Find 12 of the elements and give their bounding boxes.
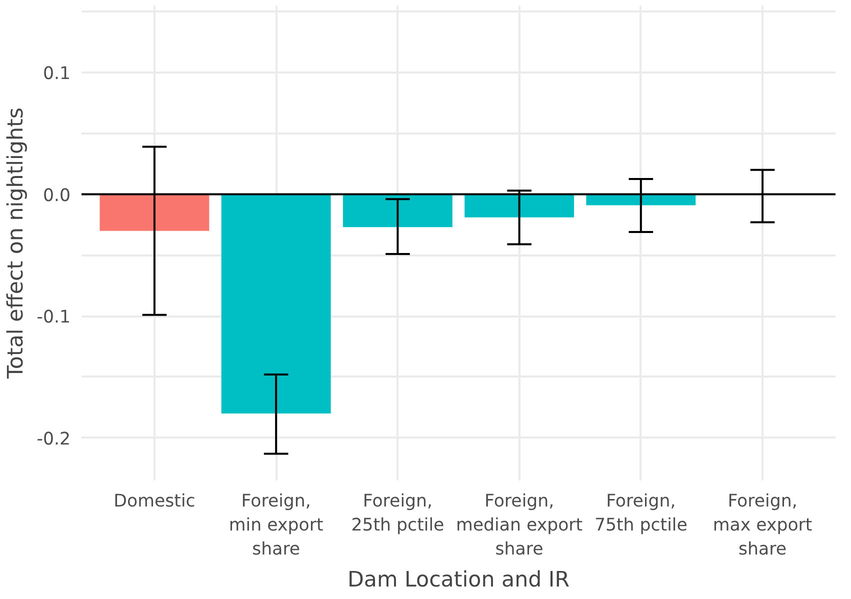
y-tick-label: -0.1 <box>36 308 70 328</box>
x-tick-label: Foreign, max export share <box>712 492 812 560</box>
x-tick-label: Domestic <box>114 492 196 512</box>
x-axis-title: Dam Location and IR <box>347 568 570 592</box>
y-tick-label: 0.1 <box>42 64 71 84</box>
x-tick-label: Foreign, median export share <box>456 492 583 560</box>
x-tick-label: Foreign, 75th pctile <box>594 492 688 536</box>
y-tick-label: -0.2 <box>36 429 70 450</box>
x-tick-label: Foreign, 25th pctile <box>351 492 444 536</box>
x-tick-label: Foreign, min export share <box>228 492 324 560</box>
y-tick-label: 0.0 <box>42 186 71 206</box>
y-axis-title: Total effect on nightlights <box>4 107 29 380</box>
